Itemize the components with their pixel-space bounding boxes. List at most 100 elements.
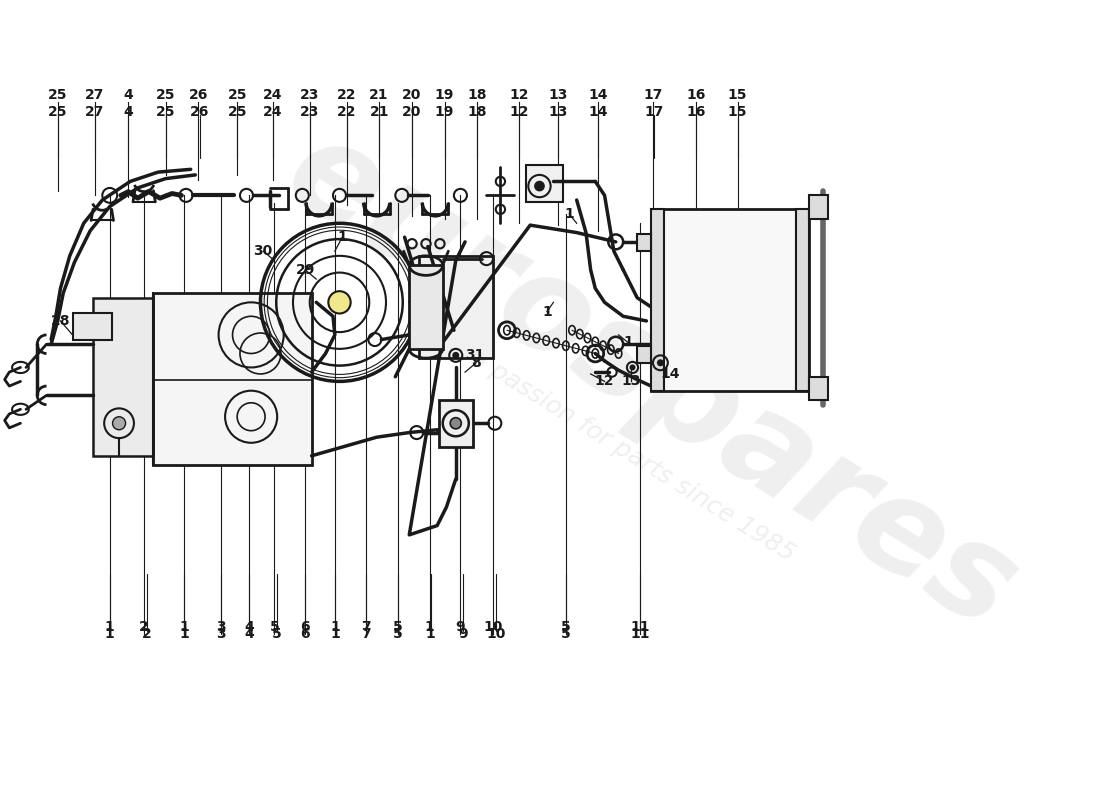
Text: eurospares: eurospares (264, 106, 1038, 657)
Text: 5: 5 (561, 627, 571, 642)
Text: 13: 13 (549, 88, 568, 102)
Text: 5: 5 (561, 620, 571, 634)
Text: 11: 11 (630, 627, 650, 642)
Text: 2: 2 (142, 627, 152, 642)
Text: 21: 21 (368, 88, 388, 102)
Text: 28: 28 (51, 314, 70, 328)
Text: 1: 1 (425, 620, 435, 634)
Text: 1: 1 (104, 627, 114, 642)
Text: 17: 17 (644, 88, 662, 102)
Circle shape (658, 360, 663, 366)
Text: 29: 29 (296, 262, 315, 277)
Circle shape (328, 291, 351, 314)
Text: 1: 1 (426, 627, 436, 642)
Text: 14: 14 (588, 88, 608, 102)
Text: 25: 25 (156, 105, 175, 118)
Bar (526, 165, 563, 202)
Circle shape (535, 182, 544, 190)
Text: 5: 5 (393, 627, 403, 642)
Text: 12: 12 (509, 88, 529, 102)
Text: 1: 1 (104, 620, 114, 634)
Text: 14: 14 (588, 105, 608, 118)
Bar (637, 234, 651, 251)
Text: 8: 8 (472, 356, 481, 370)
Text: 5: 5 (393, 620, 403, 634)
Text: 19: 19 (434, 88, 454, 102)
Text: 15: 15 (728, 105, 747, 118)
Bar (637, 346, 651, 362)
Text: 16: 16 (686, 105, 705, 118)
Text: 1: 1 (179, 620, 189, 634)
Bar (810, 377, 828, 400)
Circle shape (630, 365, 635, 370)
Text: 4: 4 (244, 620, 254, 634)
Text: 5: 5 (273, 627, 282, 642)
Bar (651, 210, 810, 390)
Text: 23: 23 (300, 88, 319, 102)
Circle shape (453, 353, 459, 358)
Text: 22: 22 (338, 105, 356, 118)
Text: 22: 22 (338, 88, 356, 102)
Text: 21: 21 (370, 105, 389, 118)
Text: 7: 7 (361, 627, 371, 642)
Text: 9: 9 (455, 620, 465, 634)
Text: 10: 10 (486, 627, 505, 642)
Text: 2: 2 (140, 620, 148, 634)
Bar (796, 210, 810, 390)
Text: 15: 15 (728, 88, 747, 102)
Text: 24: 24 (263, 105, 283, 118)
Text: 27: 27 (85, 105, 104, 118)
Text: 6: 6 (300, 620, 310, 634)
Bar (419, 256, 493, 358)
Text: 11: 11 (630, 620, 650, 634)
Text: 26: 26 (190, 105, 210, 118)
Text: 4: 4 (123, 105, 133, 118)
Text: 3: 3 (217, 620, 227, 634)
Text: 1: 1 (542, 305, 552, 318)
Text: 13: 13 (620, 374, 640, 388)
Text: 16: 16 (686, 88, 705, 102)
Text: 7: 7 (361, 620, 371, 634)
Text: 23: 23 (300, 105, 319, 118)
Text: 18: 18 (468, 88, 487, 102)
Text: 30: 30 (254, 244, 273, 258)
Circle shape (450, 418, 461, 429)
Text: 1: 1 (330, 627, 340, 642)
Text: 26: 26 (188, 88, 208, 102)
Text: 4: 4 (244, 627, 254, 642)
Bar (73, 314, 111, 339)
Text: a passion for parts since 1985: a passion for parts since 1985 (466, 346, 799, 566)
Text: 1: 1 (179, 627, 189, 642)
Text: 19: 19 (434, 105, 454, 118)
Text: 9: 9 (459, 627, 468, 642)
Bar (94, 298, 154, 456)
Text: 1: 1 (564, 207, 574, 221)
Text: 25: 25 (48, 105, 67, 118)
Text: 25: 25 (48, 88, 67, 102)
Text: 1: 1 (623, 335, 632, 350)
Bar (439, 400, 473, 446)
Text: 1: 1 (338, 230, 348, 244)
Text: 25: 25 (228, 88, 246, 102)
Text: 5: 5 (270, 620, 279, 634)
Text: 10: 10 (483, 620, 503, 634)
Text: 20: 20 (403, 105, 421, 118)
Text: 1: 1 (330, 620, 340, 634)
Bar (651, 210, 664, 390)
Bar (810, 195, 828, 218)
Bar (409, 265, 442, 349)
Text: 13: 13 (549, 105, 568, 118)
Text: 3: 3 (217, 627, 227, 642)
Text: 12: 12 (595, 374, 614, 388)
Text: 17: 17 (645, 105, 663, 118)
Text: 18: 18 (468, 105, 487, 118)
Text: 20: 20 (403, 88, 421, 102)
Text: 4: 4 (123, 88, 133, 102)
Circle shape (112, 417, 125, 430)
Text: 27: 27 (85, 88, 104, 102)
Bar (154, 293, 311, 465)
Text: 31: 31 (464, 348, 484, 362)
Text: 25: 25 (228, 105, 246, 118)
Text: 25: 25 (156, 88, 175, 102)
Text: 14: 14 (660, 367, 680, 381)
